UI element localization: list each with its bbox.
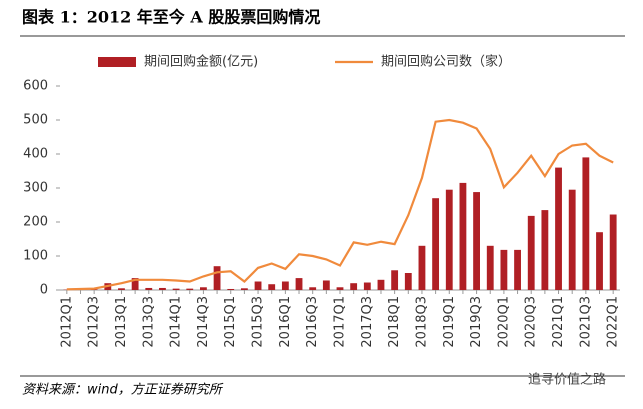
x-tick-label: 2012Q1 xyxy=(59,296,74,348)
x-tick-label: 2014Q1 xyxy=(169,296,184,348)
bar xyxy=(377,279,385,290)
x-tick-label: 2015Q3 xyxy=(251,296,266,348)
x-tick-label: 2019Q1 xyxy=(442,296,457,348)
x-tick-label: 2022Q1 xyxy=(606,296,621,348)
bar xyxy=(309,287,317,290)
bar xyxy=(213,266,221,290)
bar xyxy=(363,282,371,290)
x-tick-label: 2016Q1 xyxy=(278,296,293,348)
bar xyxy=(118,288,125,290)
bar xyxy=(596,232,603,290)
bar xyxy=(445,189,453,290)
x-tick-label: 2021Q1 xyxy=(551,296,566,348)
bar xyxy=(200,287,207,290)
y-tick-label: 200 xyxy=(23,215,48,230)
bar xyxy=(432,198,440,290)
watermark: 追寻价值之路 xyxy=(528,372,606,388)
bar xyxy=(473,192,480,290)
y-tick-label: 600 xyxy=(23,79,48,94)
bar xyxy=(227,288,235,290)
x-tick-label: 2013Q1 xyxy=(114,296,129,348)
bar xyxy=(486,245,494,290)
bar xyxy=(541,210,549,290)
y-tick-label: 500 xyxy=(23,113,48,128)
x-tick-label: 2021Q3 xyxy=(578,296,593,348)
bar xyxy=(418,245,426,290)
x-tick-label: 2014Q3 xyxy=(196,296,211,348)
bar xyxy=(582,157,590,290)
y-tick-label: 100 xyxy=(23,249,48,264)
bar xyxy=(568,189,576,290)
x-tick-label: 2013Q3 xyxy=(141,296,156,348)
bar xyxy=(145,287,153,290)
bar xyxy=(254,281,262,290)
bar xyxy=(131,278,139,290)
legend-swatch xyxy=(98,57,136,67)
x-tick-label: 2018Q1 xyxy=(387,296,402,348)
source: 资料来源：wind，方正证券研究所 xyxy=(22,382,224,398)
chart-title: 图表 1：2012 年至今 A 股股票回购情况 xyxy=(22,8,320,27)
bar xyxy=(336,287,344,290)
x-tick-label: 2018Q3 xyxy=(414,296,429,348)
x-tick-label: 2012Q3 xyxy=(87,296,102,348)
bar xyxy=(295,278,303,290)
bar xyxy=(186,288,194,290)
x-tick-label: 2020Q1 xyxy=(496,296,511,348)
bar xyxy=(240,288,248,290)
x-tick-label: 2020Q3 xyxy=(524,296,539,348)
line xyxy=(66,118,614,291)
bar xyxy=(268,284,276,290)
bar xyxy=(350,283,358,290)
bar xyxy=(459,182,467,290)
x-tick-label: 2019Q3 xyxy=(469,296,484,348)
bar xyxy=(322,280,330,290)
bar xyxy=(281,281,289,290)
bar xyxy=(172,288,180,290)
y-tick-label: 300 xyxy=(23,181,48,196)
bar xyxy=(527,215,535,290)
bar xyxy=(555,167,562,290)
bar xyxy=(514,249,521,290)
x-tick-label: 2017Q3 xyxy=(360,296,375,348)
bar xyxy=(404,273,412,290)
legend-label: 期间回购金额(亿元) xyxy=(144,54,258,70)
bar xyxy=(159,287,166,290)
x-tick-label: 2017Q1 xyxy=(333,296,348,348)
bar xyxy=(500,249,508,290)
legend-label: 期间回购公司数（家） xyxy=(381,54,511,70)
x-tick-label: 2015Q1 xyxy=(223,296,238,348)
x-tick-label: 2016Q3 xyxy=(305,296,320,348)
bar xyxy=(609,214,617,290)
y-tick-label: 400 xyxy=(23,147,48,162)
bar xyxy=(391,270,399,290)
y-tick-label: 0 xyxy=(40,283,48,298)
